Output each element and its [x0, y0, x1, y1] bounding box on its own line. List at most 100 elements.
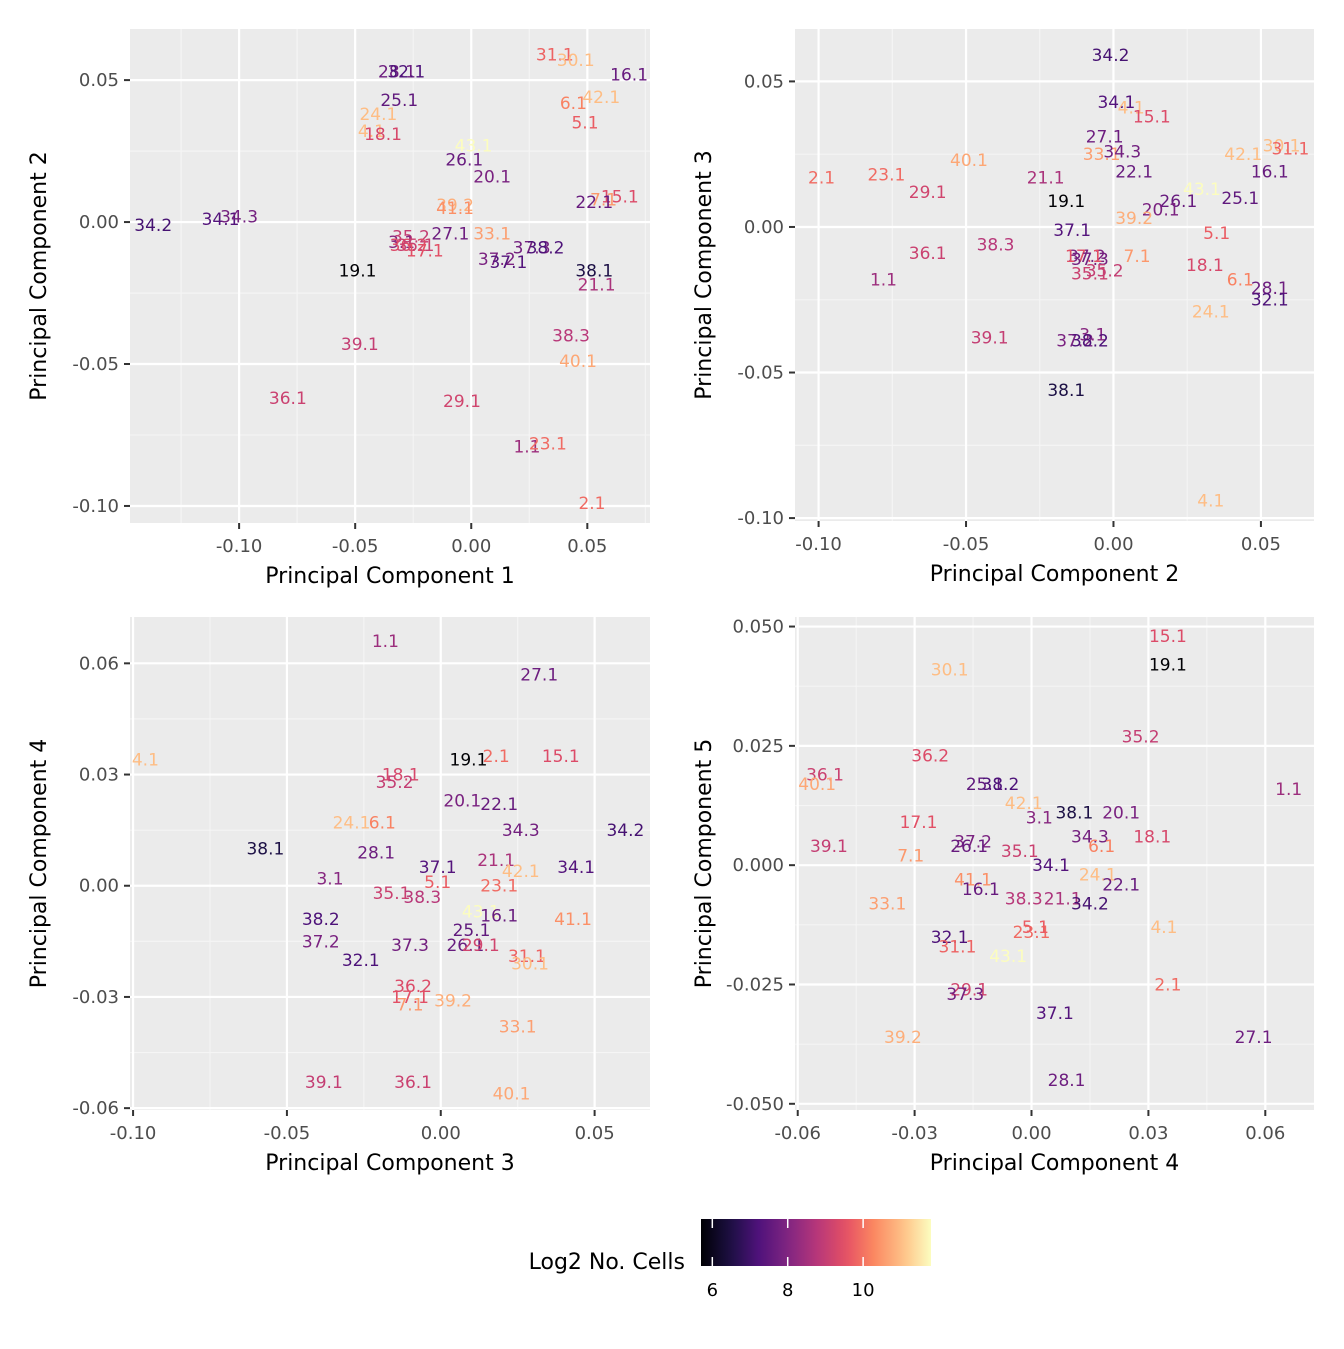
point-label: 24.1: [1192, 302, 1230, 322]
point-label: 35.1: [397, 236, 435, 256]
point-label: 6.1: [560, 94, 587, 114]
point-label: 3.1: [316, 869, 343, 889]
point-label: 22.1: [480, 795, 518, 815]
point-label: 37.3: [513, 239, 551, 259]
point-label: 19.1: [1047, 192, 1085, 212]
point-label: 22.1: [575, 193, 613, 213]
point-label: 37.1: [1053, 221, 1091, 241]
point-label: 4.1: [1150, 918, 1177, 938]
point-label: 26.1: [1159, 192, 1197, 212]
point-labels: 1.1 27.1 4.1 19.12.1 15.1 18.135.2 20.1 22.1 24.…: [132, 632, 644, 1104]
point-label: 17.1: [391, 988, 429, 1008]
point-label: 4.1: [132, 751, 159, 771]
x-tick-label: 0.00: [1093, 534, 1133, 555]
point-label: 22.1: [1115, 163, 1153, 183]
y-tick-label: -0.06: [72, 1098, 119, 1119]
point-label: 38.3: [403, 888, 441, 908]
point-label: 38.1: [1055, 804, 1093, 824]
point-label: 38.1: [1047, 381, 1085, 401]
x-tick-label: 0.00: [421, 1123, 461, 1144]
panel-background: [130, 617, 650, 1110]
point-label: 40.1: [493, 1084, 531, 1104]
point-label: 39.2: [434, 992, 472, 1012]
point-label: 18.1: [1133, 828, 1171, 848]
point-label: 21.1: [1027, 168, 1065, 188]
point-label: 34.3: [502, 821, 540, 841]
point-label: 36.1: [269, 389, 307, 409]
x-tick-label: 0.00: [1011, 1123, 1051, 1144]
point-label: 36.1: [806, 765, 844, 785]
point-label: 24.1: [333, 814, 371, 834]
panel-background: [795, 617, 1314, 1110]
point-label: 34.1: [557, 858, 595, 878]
x-tick-label: 0.03: [1128, 1123, 1168, 1144]
point-label: 7.1: [590, 190, 617, 210]
point-label: 3.1: [1079, 326, 1106, 346]
point-label: 34.3: [1071, 828, 1109, 848]
point-label: 29.1: [950, 980, 988, 1000]
point-label: 20.1: [1102, 804, 1140, 824]
point-label: 16.1: [610, 65, 648, 85]
point-label: 2.1: [1154, 975, 1181, 995]
point-label: 21.1: [477, 851, 515, 871]
point-label: 19.1: [1149, 656, 1187, 676]
point-label: 2.1: [483, 747, 510, 767]
point-label: 32.1: [931, 928, 969, 948]
pca-panel-2: -0.10 -0.05 0.00 0.05 -0.10 -0.05 0.00 0.05 Prin…: [692, 29, 1314, 587]
point-label: 27.1: [431, 224, 469, 244]
x-tick-label: -0.05: [264, 1123, 311, 1144]
x-tick-label: -0.10: [795, 534, 842, 555]
point-label: 3.1: [1026, 808, 1053, 828]
colorbar: [701, 1219, 931, 1266]
y-tick-label: -0.025: [726, 974, 784, 995]
point-label: 18.1: [382, 766, 420, 786]
x-tick-label: -0.10: [216, 536, 263, 557]
point-label: 23.1: [1013, 923, 1051, 943]
y-tick-label: 0.06: [79, 653, 119, 674]
x-tick-label: 0.05: [575, 1123, 615, 1144]
point-label: 38.2: [981, 775, 1019, 795]
y-axis-title: Principal Component 4: [27, 739, 52, 988]
point-label: 35.2: [392, 227, 430, 247]
point-label: 1.1: [513, 437, 540, 457]
x-tick-label: 0.05: [567, 536, 607, 557]
point-label: 34.3: [220, 207, 258, 227]
point-label: 42.1: [1224, 145, 1262, 165]
point-label: 32.1: [387, 63, 425, 83]
point-label: 22.1: [1102, 875, 1140, 895]
point-label: 35.1: [1071, 265, 1109, 285]
point-label: 36.2: [394, 977, 432, 997]
point-label: 6.1: [1088, 837, 1115, 857]
y-axis-title: Principal Component 2: [27, 151, 52, 400]
point-label: 2.1: [808, 168, 835, 188]
point-label: 25.1: [380, 91, 418, 111]
point-label: 28.1: [357, 843, 395, 863]
point-label: 35.2: [1122, 727, 1160, 747]
point-label: 6.1: [1227, 270, 1254, 290]
point-label: 41.1: [554, 910, 592, 930]
point-label: 38.2: [527, 239, 565, 259]
point-label: 36.2: [911, 746, 949, 766]
x-tick-label: 0.06: [1245, 1123, 1285, 1144]
point-label: 35.1: [1001, 842, 1039, 862]
point-label: 39.2: [436, 196, 474, 216]
point-label: 32.1: [342, 951, 380, 971]
point-label: 1.1: [372, 632, 399, 652]
point-label: 43.1: [455, 136, 493, 156]
point-label: 2.1: [578, 494, 605, 514]
point-label: 42.1: [1005, 794, 1043, 814]
point-label: 16.1: [480, 906, 518, 926]
point-label: 15.1: [1149, 627, 1187, 647]
point-label: 3.1: [388, 233, 415, 253]
colorbar-tick-label: 10: [852, 1280, 875, 1301]
point-label: 6.1: [369, 814, 396, 834]
point-label: 35.2: [376, 773, 414, 793]
x-tick-label: 0.00: [451, 536, 491, 557]
point-label: 26.1: [950, 837, 988, 857]
point-label: 34.2: [134, 216, 172, 236]
point-label: 34.1: [1097, 93, 1135, 113]
point-label: 25.1: [453, 921, 491, 941]
point-label: 39.1: [305, 1073, 343, 1093]
point-label: 24.1: [359, 105, 397, 125]
